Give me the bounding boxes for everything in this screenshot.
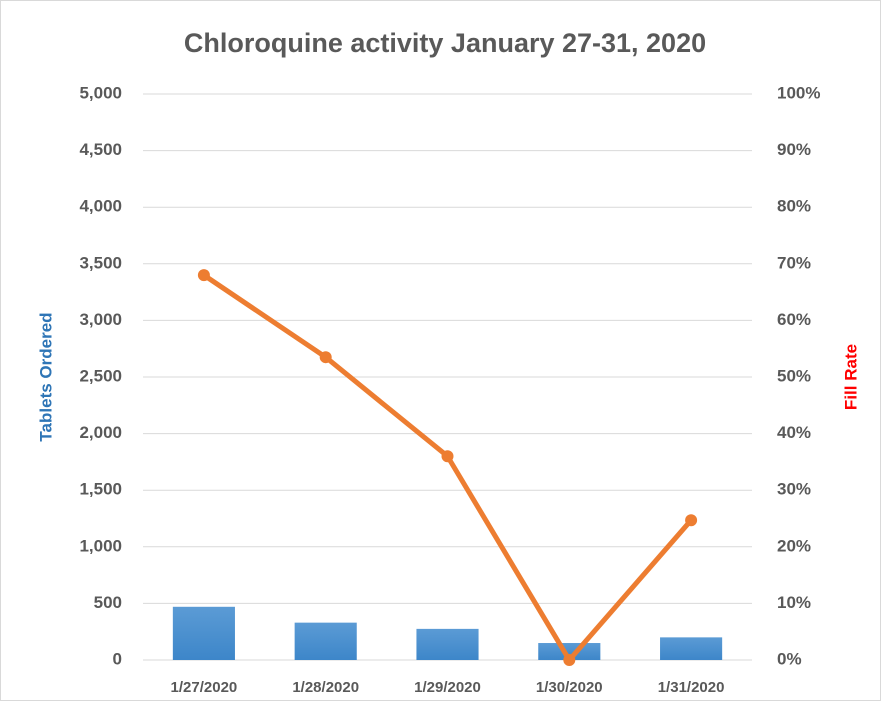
line-marker: [685, 514, 698, 527]
y-tick-label: 5,000: [79, 83, 122, 102]
line-marker: [563, 654, 576, 666]
line-marker: [197, 269, 210, 282]
line-marker: [319, 351, 332, 364]
x-tick-label: 1/27/2020: [171, 679, 238, 696]
y-tick-label: 4,500: [79, 140, 122, 159]
bar: [660, 637, 723, 660]
y-axis-title: Tablets Ordered: [36, 312, 55, 441]
y-tick-label: 2,000: [79, 423, 122, 442]
y2-tick-label: 50%: [777, 366, 811, 385]
y-tick-label: 1,000: [79, 536, 122, 555]
y2-tick-label: 20%: [777, 536, 811, 555]
y-tick-label: 3,500: [79, 253, 122, 272]
y-tick-label: 0: [113, 649, 122, 668]
bar: [294, 622, 357, 660]
y2-tick-label: 40%: [777, 423, 811, 442]
line-marker: [441, 450, 454, 463]
x-tick-label: 1/30/2020: [536, 679, 603, 696]
y-tick-label: 3,000: [79, 310, 122, 329]
y-tick-label: 1,500: [79, 480, 122, 499]
bar: [538, 643, 601, 660]
y2-tick-label: 30%: [777, 480, 811, 499]
y2-tick-label: 0%: [777, 649, 802, 668]
y2-tick-label: 60%: [777, 310, 811, 329]
y2-tick-label: 10%: [777, 593, 811, 612]
y2-axis-title: Fill Rate: [841, 344, 860, 410]
bar: [172, 606, 235, 660]
y2-tick-label: 100%: [777, 83, 820, 102]
y-tick-label: 500: [94, 593, 122, 612]
x-tick-label: 1/28/2020: [292, 679, 359, 696]
y2-tick-label: 90%: [777, 140, 811, 159]
y2-tick-label: 80%: [777, 197, 811, 216]
x-tick-label: 1/31/2020: [658, 679, 725, 696]
chart-title: Chloroquine activity January 27-31, 2020: [184, 28, 706, 58]
bar: [416, 628, 479, 660]
y-tick-label: 2,500: [79, 366, 122, 385]
x-tick-label: 1/29/2020: [414, 679, 481, 696]
y2-tick-label: 70%: [777, 253, 811, 272]
y-tick-label: 4,000: [79, 197, 122, 216]
